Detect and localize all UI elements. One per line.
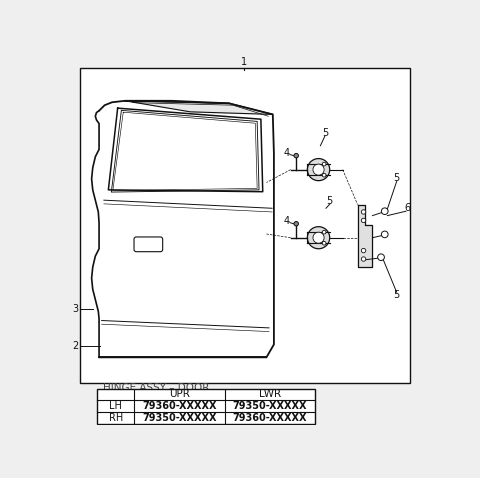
Text: 1: 1	[241, 56, 247, 66]
Text: LH: LH	[109, 401, 122, 411]
Text: LWR: LWR	[259, 390, 281, 400]
Text: 4: 4	[283, 148, 289, 158]
Circle shape	[322, 241, 326, 245]
Text: 79350-XXXXX: 79350-XXXXX	[143, 413, 217, 423]
Text: 5: 5	[322, 128, 328, 138]
Text: HINGE ASSY – DOOR: HINGE ASSY – DOOR	[103, 382, 209, 392]
Circle shape	[294, 153, 299, 158]
Circle shape	[313, 164, 324, 175]
Circle shape	[307, 159, 330, 181]
Bar	[81, 68, 410, 383]
Circle shape	[313, 232, 324, 243]
Circle shape	[322, 162, 326, 166]
Circle shape	[322, 174, 326, 177]
Circle shape	[361, 249, 366, 253]
Circle shape	[361, 210, 366, 214]
Circle shape	[361, 218, 366, 223]
Polygon shape	[125, 101, 273, 114]
Text: 5: 5	[326, 196, 333, 206]
Bar	[97, 389, 315, 424]
Circle shape	[382, 231, 388, 238]
Text: 4: 4	[283, 216, 289, 226]
Circle shape	[361, 257, 366, 261]
Circle shape	[307, 227, 330, 249]
Text: RH: RH	[108, 413, 123, 423]
Text: 5: 5	[394, 173, 400, 183]
Text: 3: 3	[72, 304, 79, 315]
Circle shape	[294, 221, 299, 226]
Text: 5: 5	[394, 291, 400, 301]
Circle shape	[382, 208, 388, 215]
Text: 79360-XXXXX: 79360-XXXXX	[143, 401, 217, 411]
Text: 6: 6	[405, 203, 411, 213]
Polygon shape	[358, 205, 372, 267]
FancyBboxPatch shape	[134, 237, 163, 252]
Text: 2: 2	[72, 341, 79, 351]
Circle shape	[378, 254, 384, 261]
Text: UPR: UPR	[169, 390, 190, 400]
Text: 79350-XXXXX: 79350-XXXXX	[233, 401, 307, 411]
Text: 79360-XXXXX: 79360-XXXXX	[233, 413, 307, 423]
Circle shape	[322, 230, 326, 234]
